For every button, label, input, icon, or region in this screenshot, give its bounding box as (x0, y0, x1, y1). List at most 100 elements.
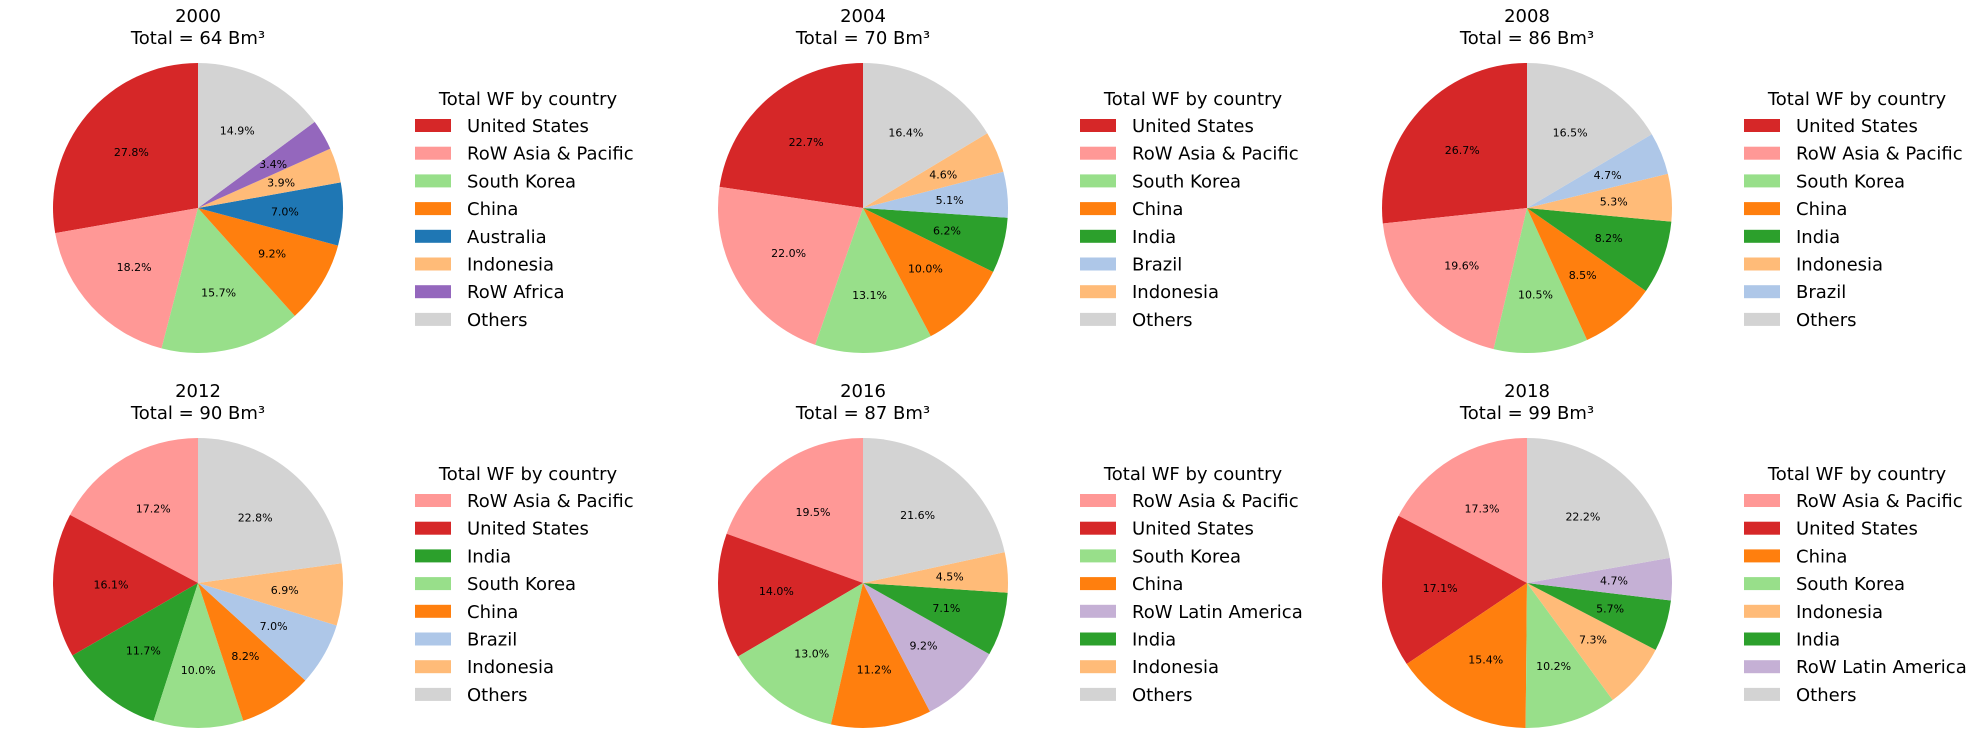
pie-slice-row-asia-pacific (69, 438, 198, 583)
legend-title: Total WF by country (438, 89, 618, 110)
legend-label: Indonesia (1132, 282, 1219, 303)
pie-slice-china (1527, 208, 1646, 340)
legend-swatch (1080, 146, 1116, 160)
legend-swatch (415, 604, 451, 618)
legend-label: South Korea (1132, 171, 1241, 192)
pie-slice-value-label: 8.2% (1595, 232, 1623, 245)
pie-slice-value-label: 10.0% (181, 664, 216, 677)
pie-slice-value-label: 26.7% (1445, 144, 1480, 157)
legend-swatch (415, 285, 451, 299)
pie-slice-united-states (1382, 515, 1527, 665)
pie-subtitle: Total = 90 Bm³ (130, 403, 265, 424)
pie-slice-indonesia (863, 133, 1004, 208)
pie-slice-value-label: 22.2% (1565, 510, 1600, 523)
legend-label: RoW Asia & Pacific (1132, 144, 1299, 165)
legend-swatch (1080, 285, 1116, 299)
legend-label: RoW Asia & Pacific (1796, 144, 1963, 165)
pie-slice-value-label: 5.1% (936, 194, 964, 207)
pie-slice-value-label: 4.7% (1600, 575, 1628, 588)
pie-slice-china (198, 583, 306, 721)
legend-swatch (415, 494, 451, 507)
legend-swatch (1080, 229, 1116, 243)
pie-slice-value-label: 9.2% (258, 248, 286, 261)
legend-swatch (1080, 604, 1116, 618)
pie-slice-value-label: 4.5% (936, 571, 964, 584)
pie-slice-value-label: 17.2% (136, 502, 171, 515)
pie-slice-india (1527, 208, 1672, 292)
pie-slice-india (863, 583, 1008, 655)
pie-slice-south-korea (815, 208, 931, 353)
pie-subtitle: Total = 99 Bm³ (1459, 403, 1594, 424)
legend-swatch (1744, 202, 1780, 216)
legend-label: RoW Latin America (1132, 602, 1303, 623)
legend-label: China (1796, 546, 1847, 567)
legend-swatch (415, 174, 451, 188)
legend-swatch (1744, 660, 1780, 674)
pie-slice-row-asia-pacific (55, 208, 198, 349)
pie-slice-row-asia-pacific (718, 186, 863, 345)
legend-swatch (1080, 660, 1116, 674)
legend-swatch (1744, 119, 1780, 132)
pie-slice-value-label: 7.0% (260, 620, 288, 633)
legend-swatch (415, 202, 451, 216)
legend-swatch (1744, 687, 1780, 701)
pie-slice-united-states (1381, 63, 1527, 224)
legend-label: China (467, 199, 518, 220)
pie-slice-australia (198, 182, 343, 246)
pie-slice-value-label: 5.3% (1600, 196, 1628, 209)
pie-slice-value-label: 3.9% (267, 176, 295, 189)
legend-label: India (467, 546, 511, 567)
pie-slice-indonesia (198, 148, 341, 208)
pie-slice-brazil (1527, 134, 1668, 208)
legend-swatch (1744, 285, 1780, 299)
pie-slice-value-label: 19.6% (1444, 260, 1479, 273)
legend-label: Others (1796, 310, 1857, 331)
legend-label: India (1796, 630, 1840, 651)
pie-slice-value-label: 15.4% (1468, 654, 1503, 667)
legend-label: United States (1796, 116, 1918, 137)
pie-title: 2012 (175, 381, 221, 402)
legend-label: RoW Asia & Pacific (1796, 491, 1963, 512)
legend-label: United States (1132, 519, 1254, 540)
pie-slice-others (863, 63, 988, 208)
pie-subtitle: Total = 87 Bm³ (795, 403, 930, 424)
legend-swatch (415, 577, 451, 591)
legend-label: United States (467, 519, 589, 540)
legend-swatch (1080, 119, 1116, 132)
legend-label: Others (1132, 310, 1193, 331)
legend-label: China (1132, 574, 1183, 595)
legend-swatch (1744, 577, 1780, 591)
legend-swatch (415, 257, 451, 271)
pie-slice-row-asia-pacific (726, 438, 863, 583)
pie-slice-row-africa (198, 121, 331, 208)
legend-label: Others (1796, 685, 1857, 706)
pie-slice-value-label: 3.4% (259, 158, 287, 171)
pie-slice-united-states (719, 63, 863, 208)
pie-slice-value-label: 15.7% (201, 287, 236, 300)
pie-title: 2018 (1504, 381, 1550, 402)
pie-slice-south-korea (1493, 208, 1588, 353)
pie-slice-india (863, 208, 1008, 272)
legend-label: Others (467, 685, 528, 706)
legend-label: Brazil (467, 630, 517, 651)
legend-label: Australia (467, 227, 547, 248)
pie-slice-india (1527, 583, 1671, 650)
pie-title: 2000 (175, 6, 221, 27)
pie-slice-value-label: 13.0% (794, 647, 829, 660)
legend-label: United States (1796, 519, 1918, 540)
legend-swatch (1080, 257, 1116, 271)
pie-slice-indonesia (863, 552, 1008, 593)
legend-label: South Korea (1132, 546, 1241, 567)
pie-slice-brazil (198, 583, 337, 681)
pie-slice-south-korea (738, 583, 863, 725)
legend-label: RoW Asia & Pacific (467, 491, 634, 512)
pie-slice-value-label: 13.1% (852, 289, 887, 302)
legend-swatch (1080, 174, 1116, 188)
legend-label: Others (467, 310, 528, 331)
legend-label: RoW Asia & Pacific (1132, 491, 1299, 512)
pie-slice-value-label: 11.2% (857, 663, 892, 676)
